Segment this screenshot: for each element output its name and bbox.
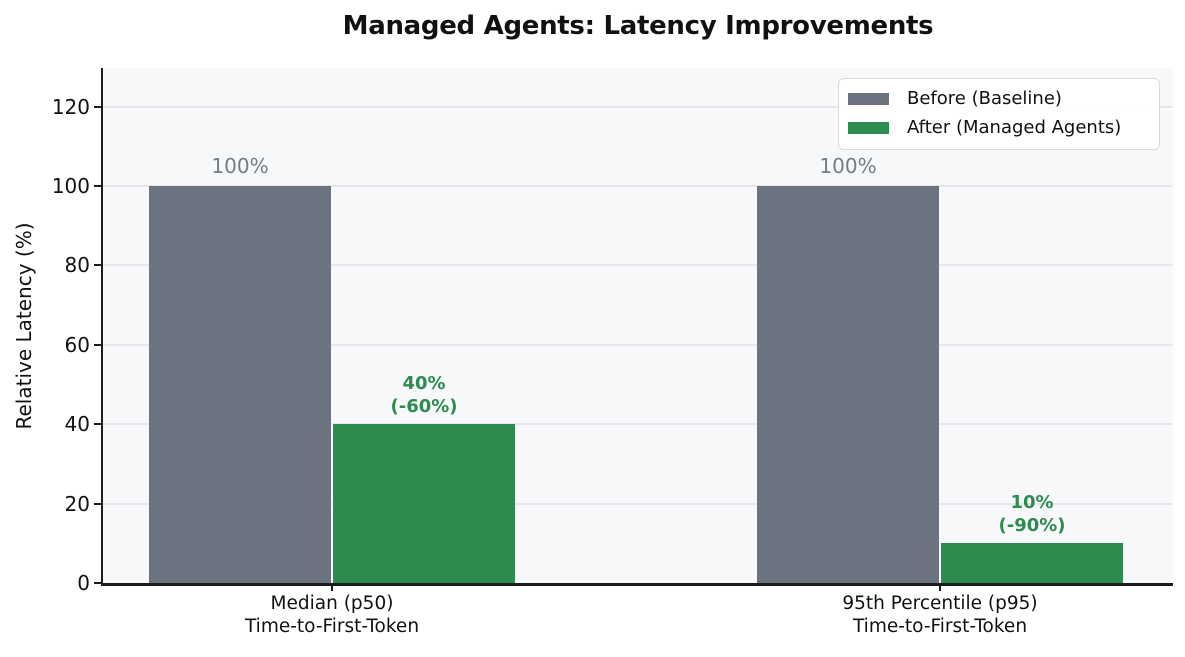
- y-tick-label-0: 0: [77, 571, 90, 595]
- legend-label-1: After (Managed Agents): [907, 117, 1122, 138]
- legend-label-0: Before (Baseline): [907, 88, 1062, 109]
- gridline-y-40: [103, 423, 1173, 426]
- gridline-y-120: [103, 105, 1173, 108]
- y-tick-label-120: 120: [51, 94, 90, 119]
- y-tick-mark-0: [94, 582, 101, 584]
- legend-row-0: Before (Baseline): [848, 84, 1149, 113]
- bar-value-label-0-1: 100%: [819, 154, 877, 178]
- gridline-y-100: [103, 185, 1173, 187]
- y-tick-mark-100: [94, 185, 101, 187]
- y-tick-mark-120: [94, 105, 101, 108]
- y-tick-mark-40: [94, 423, 101, 426]
- y-axis-title: Relative Latency (%): [12, 222, 36, 430]
- legend-row-1: After (Managed Agents): [848, 113, 1149, 142]
- y-tick-mark-80: [94, 264, 101, 267]
- y-tick-label-60: 60: [64, 332, 90, 357]
- x-tick-label-0: Median (p50) Time-to-First-Token: [244, 593, 420, 637]
- bar-before-baseline-1: [757, 186, 939, 583]
- y-tick-label-80: 80: [64, 253, 90, 278]
- bar-after-managed-agents-0: [333, 424, 515, 583]
- x-tick-mark-1: [939, 586, 941, 591]
- y-tick-label-40: 40: [64, 412, 90, 437]
- gridline-y-20: [103, 502, 1173, 505]
- bar-before-baseline-0: [149, 186, 331, 583]
- legend-swatch-icon: [848, 92, 889, 105]
- gridline-y-60: [103, 343, 1173, 346]
- y-tick-mark-60: [94, 343, 101, 346]
- x-tick-label-1: 95th Percentile (p95) Time-to-First-Toke…: [842, 593, 1038, 637]
- x-axis-spine: [101, 583, 1173, 586]
- gridline-y-80: [103, 264, 1173, 267]
- chart-title: Managed Agents: Latency Improvements: [342, 11, 934, 41]
- x-tick-mark-0: [331, 586, 333, 591]
- y-axis-spine: [101, 68, 103, 585]
- y-tick-mark-20: [94, 502, 101, 505]
- plot-area: 100% 100% 40% (-60%) 10% (-90%): [103, 68, 1173, 583]
- y-tick-label-20: 20: [64, 491, 90, 516]
- bar-value-label-1-0: 40% (-60%): [390, 373, 458, 418]
- bar-value-label-0-0: 100%: [211, 154, 269, 178]
- y-tick-label-100: 100: [51, 174, 90, 198]
- legend: Before (Baseline) After (Managed Agents): [838, 78, 1160, 150]
- bar-after-managed-agents-1: [941, 543, 1123, 583]
- bar-value-label-1-1: 10% (-90%): [998, 492, 1066, 537]
- legend-swatch-icon: [848, 121, 889, 134]
